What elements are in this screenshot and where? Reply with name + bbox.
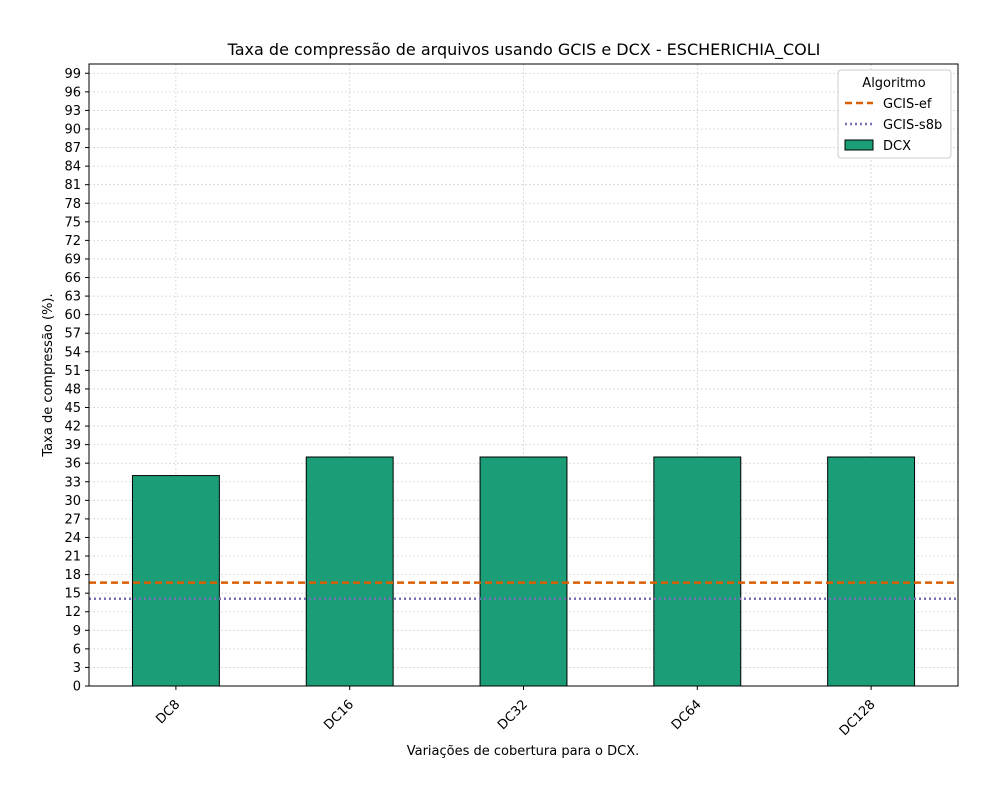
y-axis-label: Taxa de compressão (%). — [41, 293, 56, 457]
y-tick-label: 36 — [64, 457, 81, 472]
y-tick-label: 87 — [64, 141, 81, 156]
bars-layer — [131, 456, 916, 687]
bar-dc8 — [131, 475, 220, 687]
y-tick-label: 63 — [64, 290, 81, 305]
y-tick-label: 21 — [64, 550, 81, 565]
y-tick-label: 33 — [64, 475, 81, 490]
y-tick-label: 69 — [64, 252, 81, 267]
bar-dc16 — [305, 456, 394, 687]
y-tick-label: 93 — [64, 104, 81, 119]
x-tick-label: DC16 — [321, 697, 357, 733]
y-tick-label: 3 — [73, 661, 81, 676]
x-tick-label: DC128 — [837, 697, 879, 739]
y-axis: 0369121518212427303336394245485154576063… — [64, 67, 89, 695]
bar-dc128 — [827, 456, 916, 687]
y-tick-label: 9 — [73, 624, 81, 639]
y-tick-label: 42 — [64, 420, 81, 435]
y-tick-label: 15 — [64, 587, 81, 602]
legend-title: Algoritmo — [862, 76, 925, 91]
x-axis-label: Variações de cobertura para o DCX. — [407, 744, 640, 759]
y-tick-label: 18 — [64, 568, 81, 583]
y-tick-label: 48 — [64, 382, 81, 397]
y-tick-label: 51 — [64, 364, 81, 379]
y-tick-label: 72 — [64, 234, 81, 249]
x-tick-label: DC8 — [153, 697, 183, 727]
legend-swatch-dcx — [844, 139, 874, 151]
y-tick-label: 84 — [64, 160, 81, 175]
y-tick-label: 6 — [73, 642, 81, 657]
legend-label-gcis-ef: GCIS-ef — [883, 97, 932, 112]
y-tick-label: 60 — [64, 308, 81, 323]
bar-dc64 — [653, 456, 742, 687]
y-tick-label: 99 — [64, 67, 81, 82]
y-tick-label: 66 — [64, 271, 81, 286]
grid-layer — [89, 64, 958, 687]
x-tick-label: DC64 — [669, 697, 705, 733]
bar-dc32 — [479, 456, 568, 687]
x-tick-label: DC32 — [495, 697, 531, 733]
y-tick-label: 30 — [64, 494, 81, 509]
y-tick-label: 90 — [64, 122, 81, 137]
y-tick-label: 24 — [64, 531, 81, 546]
x-axis: DC8 DC16 DC32 DC64 DC128 — [153, 686, 879, 739]
legend-box — [837, 69, 952, 159]
legend: Algoritmo GCIS-ef GCIS-s8b DCX — [837, 69, 952, 159]
y-tick-label: 45 — [64, 401, 81, 416]
legend-label-gcis-s8b: GCIS-s8b — [883, 118, 942, 133]
y-tick-label: 0 — [73, 680, 81, 695]
y-tick-label: 27 — [64, 512, 81, 527]
y-tick-label: 75 — [64, 215, 81, 230]
y-tick-label: 78 — [64, 197, 81, 212]
chart-title: Taxa de compressão de arquivos usando GC… — [227, 40, 821, 60]
y-tick-label: 96 — [64, 85, 81, 100]
y-tick-label: 81 — [64, 178, 81, 193]
legend-label-dcx: DCX — [883, 139, 911, 154]
y-tick-label: 57 — [64, 327, 81, 342]
y-tick-label: 39 — [64, 438, 81, 453]
y-tick-label: 54 — [64, 345, 81, 360]
reference-lines-layer — [89, 581, 958, 600]
y-tick-label: 12 — [64, 605, 81, 620]
